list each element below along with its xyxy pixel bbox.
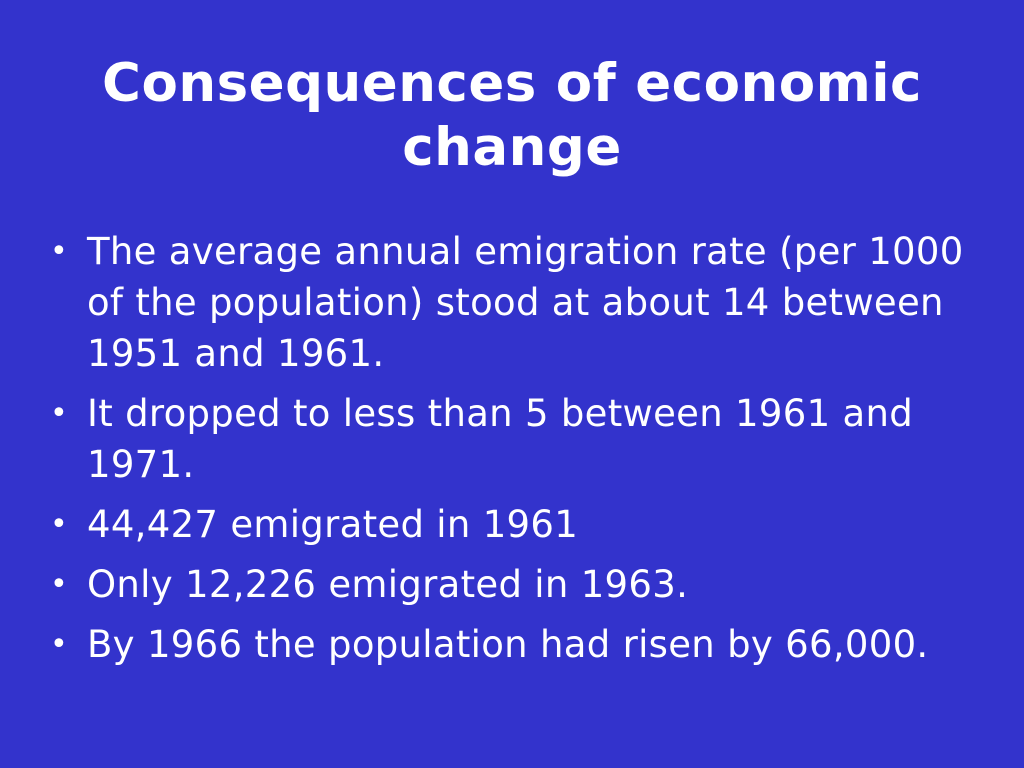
bullet-list: • The average annual emigration rate (pe… [50,226,970,679]
bullet-text: By 1966 the population had risen by 66,0… [87,623,929,666]
bullet-icon: • [50,234,68,269]
bullet-icon: • [50,396,68,431]
bullet-icon: • [50,567,68,602]
bullet-item: • Only 12,226 emigrated in 1963. [50,559,970,610]
bullet-item: • The average annual emigration rate (pe… [50,226,970,379]
bullet-icon: • [50,627,68,662]
bullet-item: • By 1966 the population had risen by 66… [50,619,970,670]
slide-title: Consequences of economic change [102,53,922,178]
bullet-text: It dropped to less than 5 between 1961 a… [87,392,913,486]
bullet-text: 44,427 emigrated in 1961 [87,503,579,546]
bullet-text: The average annual emigration rate (per … [87,230,964,375]
bullet-item: • It dropped to less than 5 between 1961… [50,388,970,490]
bullet-text: Only 12,226 emigrated in 1963. [87,563,689,606]
bullet-item: • 44,427 emigrated in 1961 [50,499,970,550]
bullet-icon: • [50,507,68,542]
